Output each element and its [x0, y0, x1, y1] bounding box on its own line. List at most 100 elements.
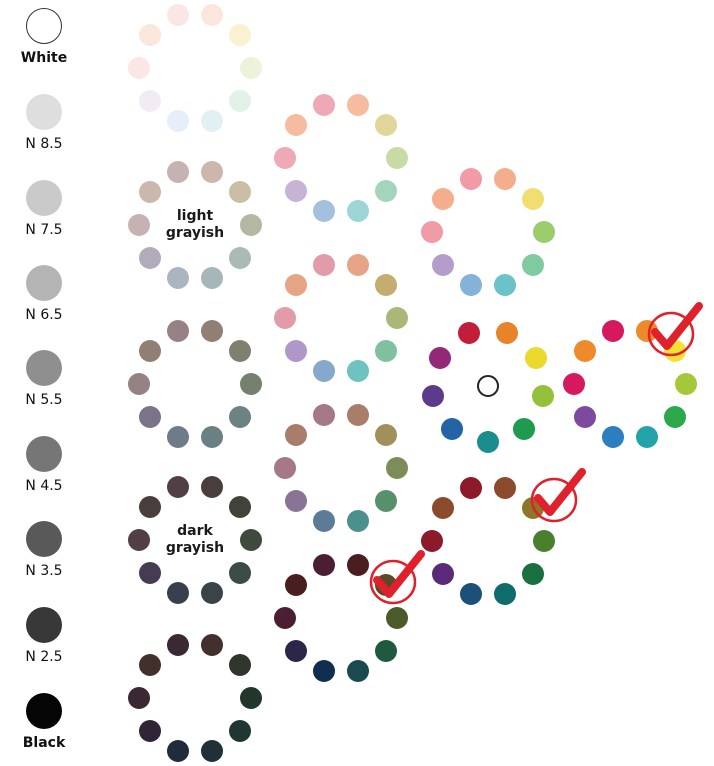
neutral-swatch: [26, 94, 62, 130]
dark-tone-dot: [375, 639, 398, 662]
dark-grayish-tone-dot: [166, 475, 189, 498]
deep-tone-dot: [494, 476, 517, 499]
pale-tone-dot: [312, 200, 335, 223]
neutral-swatch: [26, 693, 62, 729]
neutral-label: N 6.5: [25, 307, 63, 323]
light-tone-dot: [459, 167, 482, 190]
deep-tone-dot: [533, 530, 555, 552]
deep-tone-dot: [421, 530, 443, 552]
red-check-icon: [369, 550, 425, 605]
light-grayish-tone-dot: [201, 267, 224, 290]
dark-grayish-tone-dot: [229, 561, 252, 584]
pale-tone-dot: [284, 114, 307, 137]
pale-tone-dot: [386, 147, 408, 169]
whitish-tone-dot: [229, 89, 252, 112]
dull-tone-dot: [386, 457, 408, 479]
soft-tone-dot: [347, 360, 370, 383]
light-tone-dot: [459, 274, 482, 297]
tone-label-light-grayish: light grayish: [165, 208, 225, 241]
neutral-label: N 5.5: [25, 392, 63, 408]
vivid-tone-dot: [675, 373, 697, 395]
whitish-tone-dot: [201, 3, 224, 26]
dark-grayish-tone-dot: [201, 475, 224, 498]
blackish-tone-dot: [138, 719, 161, 742]
hue-ring-dot: [457, 322, 480, 345]
neutral-swatch: [26, 8, 62, 44]
deep-tone-dot: [431, 497, 454, 520]
neutral-swatch: [26, 350, 62, 386]
neutral-label: N 3.5: [25, 563, 63, 579]
deep-tone-dot: [494, 583, 517, 606]
vivid-tone-dot: [573, 340, 596, 363]
light-tone-dot: [533, 221, 555, 243]
vivid-tone-dot: [601, 426, 624, 449]
neutral-label: N 4.5: [25, 478, 63, 494]
vivid-tone-dot: [664, 405, 687, 428]
dark-tone-dot: [284, 574, 307, 597]
dull-tone-dot: [274, 457, 296, 479]
dull-tone-dot: [284, 489, 307, 512]
whitish-tone-dot: [128, 57, 150, 79]
hue-ring-dot: [428, 347, 451, 369]
light-grayish-tone-dot: [240, 214, 262, 236]
grayish-tone-dot: [201, 319, 224, 342]
light-grayish-tone-dot: [128, 214, 150, 236]
neutral-label: N 7.5: [25, 222, 63, 238]
whitish-tone-dot: [166, 3, 189, 26]
tone-label-dark-grayish: dark grayish: [165, 523, 225, 556]
light-tone-dot: [431, 188, 454, 211]
deep-tone-dot: [522, 562, 545, 585]
vivid-tone-dot: [601, 319, 624, 342]
dark-grayish-tone-dot: [240, 529, 262, 551]
dark-tone-dot: [274, 607, 296, 629]
blackish-tone-dot: [138, 654, 161, 677]
neutral-swatch: [26, 607, 62, 643]
dull-tone-dot: [347, 403, 370, 426]
soft-tone-dot: [386, 307, 408, 329]
whitish-tone-dot: [138, 24, 161, 47]
whitish-tone-dot: [240, 57, 262, 79]
light-grayish-tone-dot: [138, 181, 161, 204]
red-check-icon: [530, 468, 586, 523]
neutral-swatch: [26, 180, 62, 216]
whitish-tone-dot: [229, 24, 252, 47]
dull-tone-dot: [312, 403, 335, 426]
grayish-tone-dot: [166, 426, 189, 449]
dull-tone-dot: [347, 510, 370, 533]
neutral-n-3-5: N 3.5: [4, 521, 84, 579]
light-grayish-tone-dot: [229, 181, 252, 204]
whitish-tone-dot: [166, 110, 189, 133]
neutral-n-4-5: N 4.5: [4, 436, 84, 494]
neutral-label: N 8.5: [25, 136, 63, 152]
light-grayish-tone-dot: [229, 246, 252, 269]
grayish-tone-dot: [201, 426, 224, 449]
pale-tone-dot: [375, 179, 398, 202]
light-tone-dot: [522, 188, 545, 211]
dark-grayish-tone-dot: [138, 496, 161, 519]
dark-tone-dot: [284, 639, 307, 662]
soft-tone-dot: [274, 307, 296, 329]
light-grayish-tone-dot: [201, 160, 224, 183]
hue-ring-dot: [525, 347, 548, 369]
hue-ring-dot: [512, 417, 535, 440]
blackish-tone-dot: [128, 687, 150, 709]
dark-grayish-tone-dot: [138, 561, 161, 584]
light-tone-dot: [494, 167, 517, 190]
pale-tone-dot: [274, 147, 296, 169]
soft-tone-dot: [312, 253, 335, 276]
neutral-swatch: [26, 521, 62, 557]
soft-tone-dot: [375, 274, 398, 297]
neutral-label: White: [20, 50, 68, 66]
deep-tone-dot: [459, 476, 482, 499]
hue-ring-dot: [532, 384, 555, 407]
neutral-swatch: [26, 436, 62, 472]
soft-tone-dot: [347, 253, 370, 276]
dull-tone-dot: [375, 489, 398, 512]
vivid-tone-dot: [573, 405, 596, 428]
vivid-tone-dot: [563, 373, 585, 395]
hue-ring-dot: [496, 322, 519, 345]
grayish-tone-dot: [166, 319, 189, 342]
dark-tone-dot: [312, 660, 335, 683]
dark-tone-dot: [386, 607, 408, 629]
